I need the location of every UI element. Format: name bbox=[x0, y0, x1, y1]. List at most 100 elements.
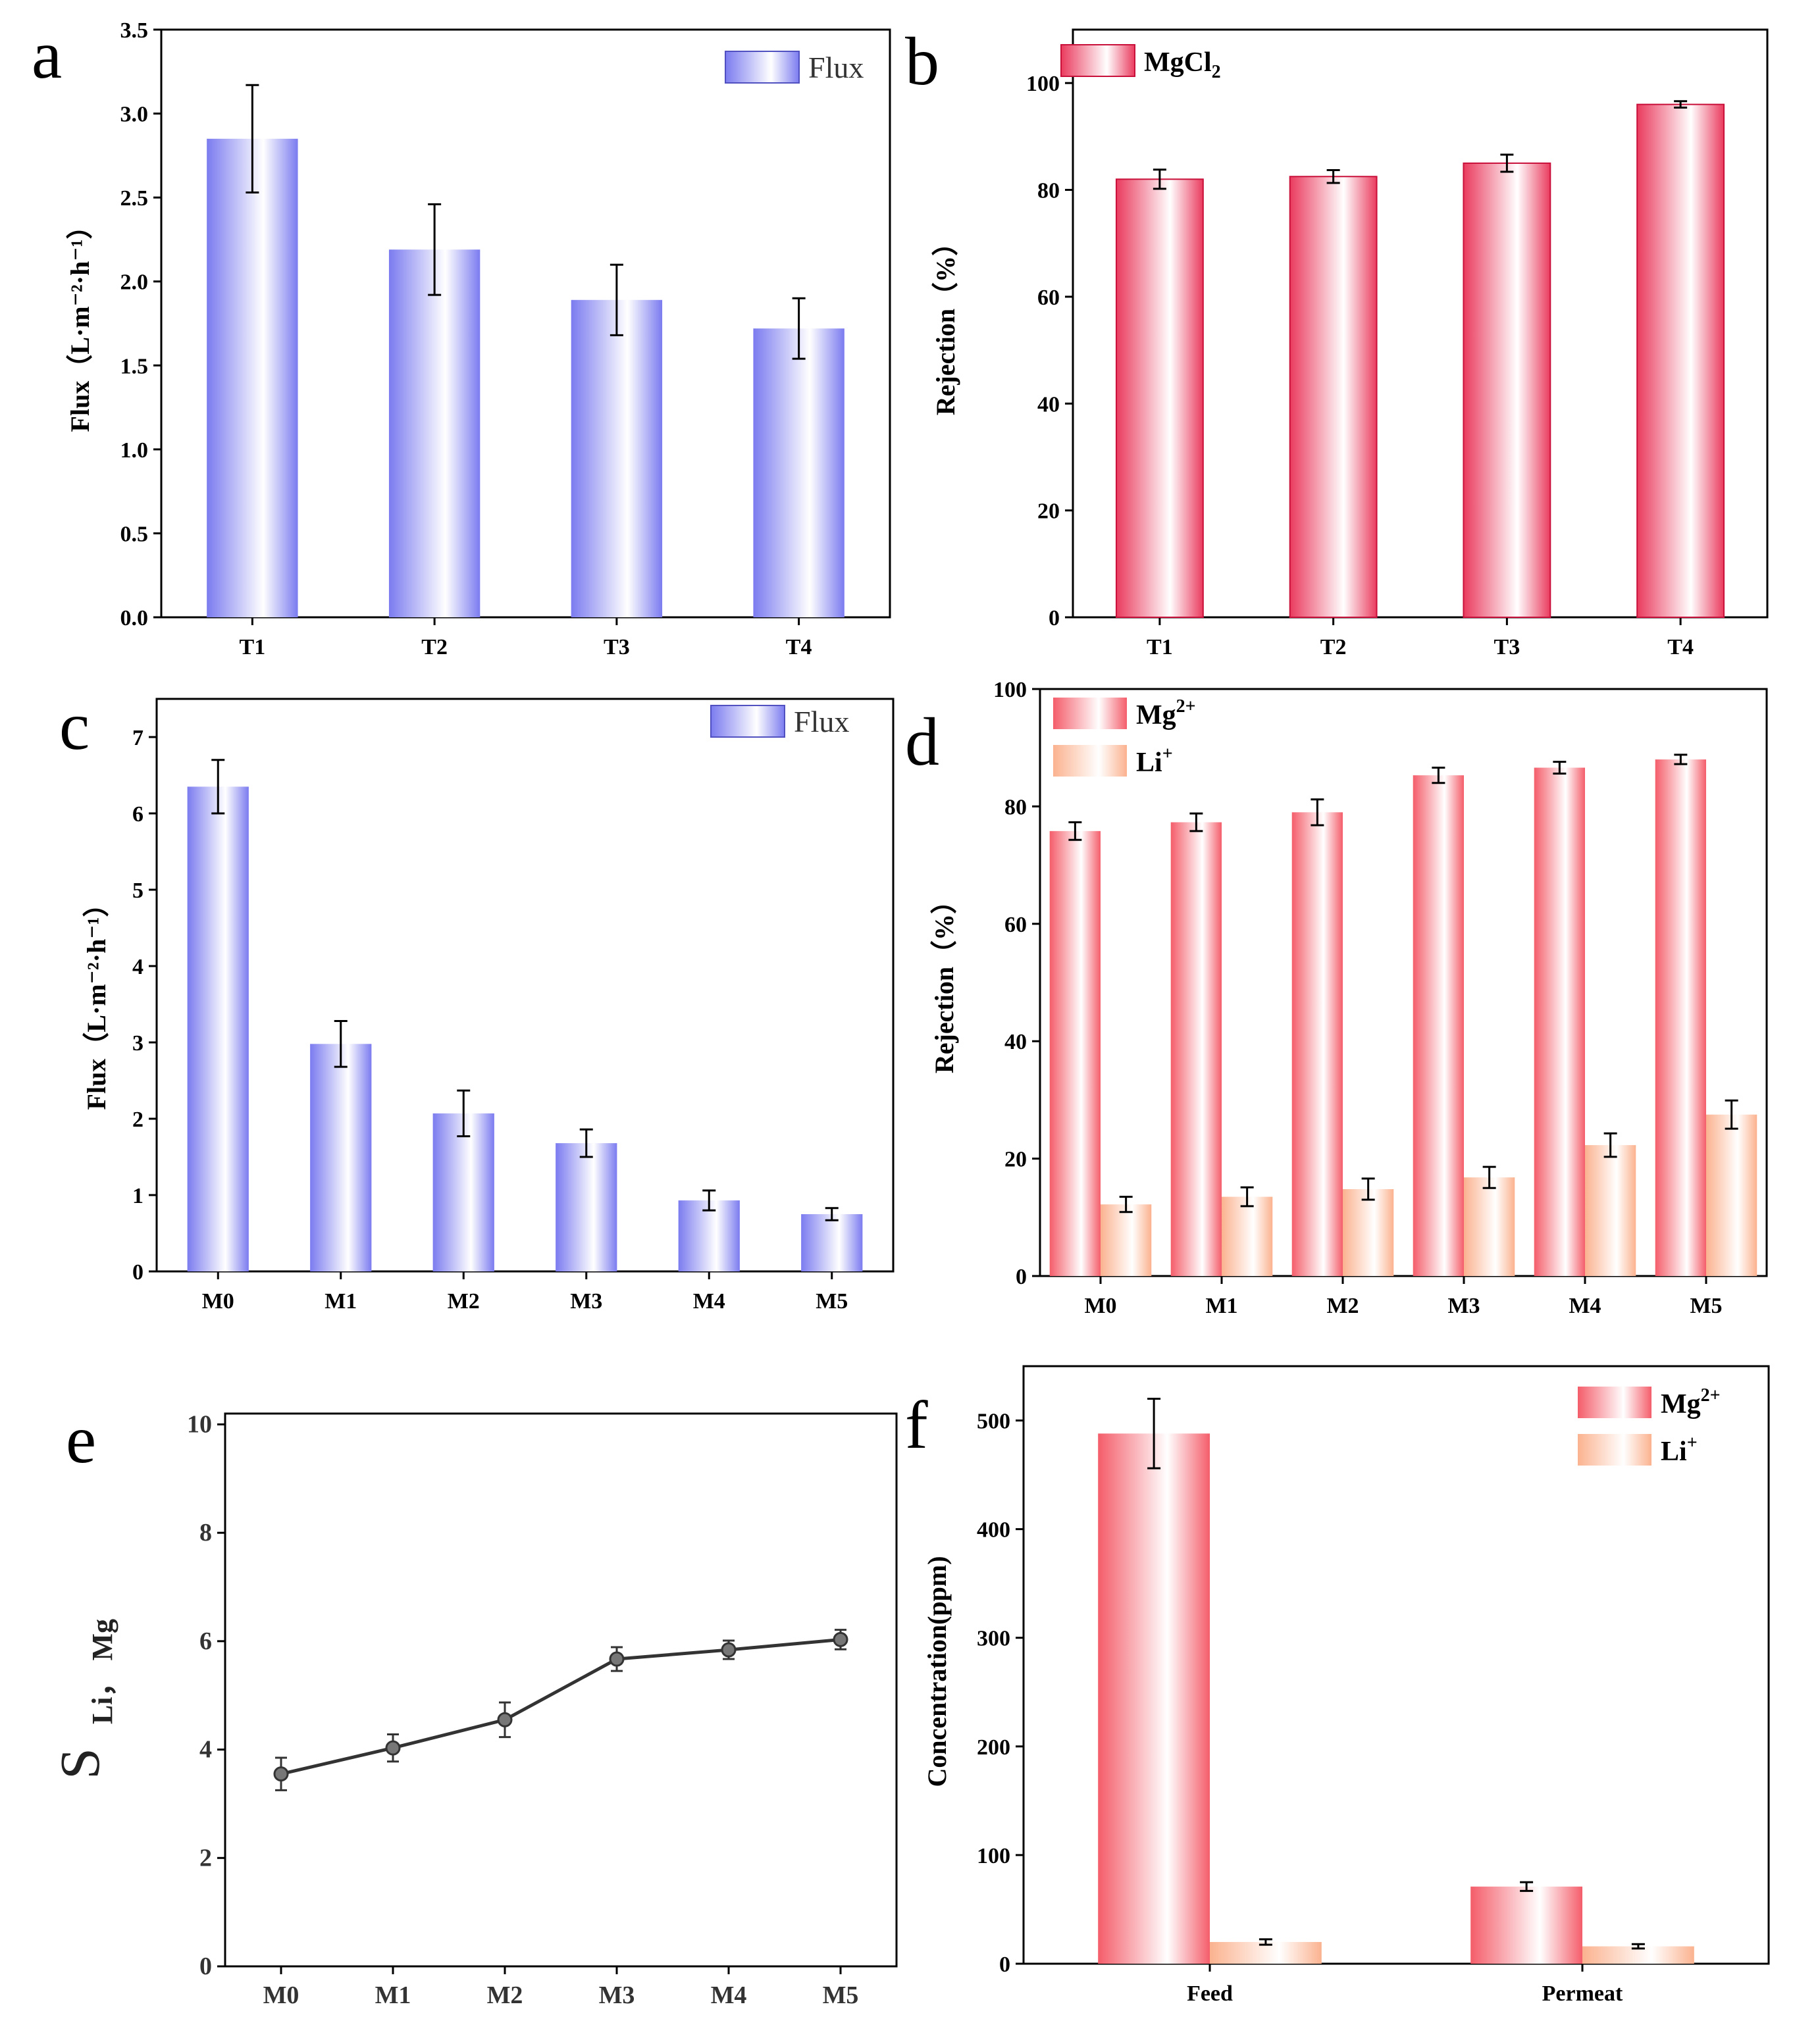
plot-frame bbox=[1022, 1365, 1770, 1965]
y-tick-label: 80 bbox=[1004, 795, 1027, 819]
legend-label: Li+ bbox=[1661, 1433, 1698, 1467]
y-tick-label: 0 bbox=[1016, 1265, 1027, 1289]
bar-li-m0 bbox=[1101, 1204, 1152, 1276]
bar-mg-m5 bbox=[1655, 759, 1706, 1276]
y-axis-label: S bbox=[48, 1748, 111, 1779]
x-tick-label: M3 bbox=[599, 1981, 635, 2009]
bar-flux-m2 bbox=[432, 1113, 494, 1271]
panel-e: e 0 2 4 6 8 10 M0 M1 M2 M3 M4 M5 S Li， Mg bbox=[48, 1402, 898, 2009]
legend-swatch bbox=[1053, 698, 1127, 729]
bar-flux-m0 bbox=[187, 786, 249, 1271]
y-tick-label: 20 bbox=[1004, 1148, 1027, 1172]
y-tick-label: 2 bbox=[199, 1844, 212, 1872]
bar-li-m5 bbox=[1706, 1114, 1757, 1276]
bar-li-m3 bbox=[1464, 1177, 1515, 1276]
legend-label: Li+ bbox=[1136, 744, 1173, 778]
x-tick-label: M5 bbox=[1690, 1294, 1722, 1318]
panel-a: a 0.0 0.5 1.0 1.5 2.0 2.5 3.0 3.5 T1 T2 T3 T4 Flux Flu… bbox=[32, 17, 891, 659]
legend-swatch bbox=[1053, 745, 1127, 777]
x-tick-label: M4 bbox=[711, 1981, 747, 2009]
legend-label: Flux bbox=[808, 51, 864, 84]
x-tick-label: T2 bbox=[421, 635, 448, 659]
legend-superscript: 2+ bbox=[1701, 1385, 1721, 1406]
bar-li-m4 bbox=[1585, 1145, 1636, 1276]
legend-subscript: 2 bbox=[1212, 62, 1221, 82]
y-tick-label: 4 bbox=[132, 955, 143, 979]
panel-c: c 0 1 2 3 4 5 6 7 M0 M1 M2 M3 M4 M5 Flux Flux（L·m⁻²·h⁻¹） bbox=[59, 688, 895, 1314]
y-axis-label: Flux（L·m⁻²·h⁻¹） bbox=[65, 213, 95, 432]
y-tick-label: 500 bbox=[977, 1410, 1010, 1434]
bar-mg-m0 bbox=[1049, 830, 1101, 1276]
legend-swatch bbox=[710, 705, 785, 738]
x-tick-label: M2 bbox=[1326, 1294, 1359, 1318]
y-tick-label: 6 bbox=[132, 802, 143, 827]
data-point-m4 bbox=[721, 1642, 737, 1658]
x-tick-label: Permeat bbox=[1542, 1981, 1623, 2006]
x-tick-label: T1 bbox=[1147, 635, 1173, 659]
y-tick-label: 40 bbox=[1004, 1030, 1027, 1054]
bar-mgcl-t4 bbox=[1636, 103, 1725, 618]
data-point-m1 bbox=[385, 1740, 401, 1756]
bar-mgcl-t3 bbox=[1463, 162, 1551, 619]
legend-label: MgCl2 bbox=[1144, 47, 1221, 82]
y-axis-label-subscript: Li， Mg bbox=[86, 1619, 118, 1724]
x-tick-label: T3 bbox=[1494, 635, 1520, 659]
bar-mgcl-t1 bbox=[1115, 178, 1204, 618]
legend-superscript: + bbox=[1687, 1433, 1698, 1453]
y-tick-label: 1.5 bbox=[120, 354, 149, 378]
legend-superscript: + bbox=[1162, 744, 1173, 764]
y-tick-label: 0.5 bbox=[120, 522, 149, 546]
bar-li-m2 bbox=[1343, 1188, 1394, 1276]
plot-frame bbox=[1039, 688, 1768, 1277]
x-tick-label: T1 bbox=[240, 635, 266, 659]
bar-flux-m1 bbox=[310, 1044, 372, 1271]
bar-flux-t1 bbox=[207, 138, 298, 618]
y-tick-label: 2.5 bbox=[120, 186, 149, 211]
bar-flux-m4 bbox=[678, 1200, 740, 1271]
bar-mg-m1 bbox=[1170, 822, 1222, 1276]
y-tick-label: 5 bbox=[132, 879, 143, 903]
legend-swatch bbox=[1060, 44, 1135, 77]
y-tick-label: 80 bbox=[1037, 179, 1060, 203]
y-tick-label: 100 bbox=[993, 678, 1027, 702]
legend-superscript: 2+ bbox=[1176, 696, 1196, 717]
legend-label: Flux bbox=[794, 705, 849, 738]
x-tick-label: T2 bbox=[1320, 635, 1347, 659]
x-tick-label: M4 bbox=[693, 1289, 725, 1314]
legend-swatch bbox=[1578, 1434, 1651, 1466]
panel-letter-a: a bbox=[32, 17, 62, 93]
series-line bbox=[280, 1637, 841, 1776]
bar-mg-m4 bbox=[1534, 767, 1585, 1276]
bar-flux-t4 bbox=[753, 328, 845, 617]
legend-swatch bbox=[725, 51, 800, 84]
y-tick-label: 300 bbox=[977, 1627, 1010, 1651]
panel-letter-e: e bbox=[66, 1402, 96, 1477]
y-tick-label: 2.0 bbox=[120, 270, 149, 295]
bar-mg-m2 bbox=[1291, 812, 1343, 1276]
y-tick-label: 60 bbox=[1004, 913, 1027, 937]
y-tick-label: 7 bbox=[132, 726, 143, 750]
y-tick-label: 0 bbox=[199, 1953, 212, 1980]
x-tick-label: T3 bbox=[604, 635, 630, 659]
x-tick-label: Feed bbox=[1187, 1981, 1233, 2006]
bar-mg-feed bbox=[1098, 1433, 1210, 1964]
x-tick-label: M0 bbox=[202, 1289, 234, 1314]
y-tick-label: 4 bbox=[199, 1736, 212, 1764]
y-tick-label: 100 bbox=[1026, 72, 1060, 96]
x-tick-label: M1 bbox=[1205, 1294, 1237, 1318]
y-tick-label: 0.0 bbox=[120, 606, 149, 630]
x-tick-label: M3 bbox=[570, 1289, 602, 1314]
legend-swatch bbox=[1578, 1387, 1651, 1418]
bar-li-m1 bbox=[1222, 1196, 1273, 1276]
legend-label: Mg2+ bbox=[1661, 1385, 1721, 1419]
y-axis-label: Flux（L·m⁻²·h⁻¹） bbox=[82, 891, 111, 1110]
panel-letter-b: b bbox=[905, 24, 939, 99]
y-tick-label: 8 bbox=[199, 1519, 212, 1546]
y-tick-label: 100 bbox=[977, 1844, 1010, 1868]
bar-mg-permeat bbox=[1470, 1886, 1582, 1964]
x-tick-label: M3 bbox=[1447, 1294, 1480, 1318]
x-tick-label: T4 bbox=[786, 635, 812, 659]
panel-letter-f: f bbox=[905, 1387, 928, 1463]
bar-mg-m3 bbox=[1413, 775, 1464, 1276]
data-point-m0 bbox=[273, 1766, 289, 1782]
